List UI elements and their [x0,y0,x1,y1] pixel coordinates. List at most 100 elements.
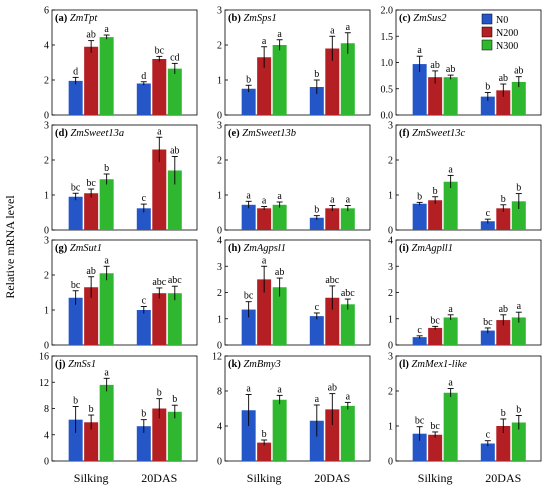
panel-title: (a) ZmTpt [55,13,98,24]
significance-letter: abc [168,275,182,286]
bar-n300-20das [340,208,355,230]
significance-letter: a [346,22,351,33]
bar-n200-20das [496,90,511,115]
bar-n0-20das [480,443,495,461]
significance-letter: b [73,396,78,407]
bar-n0-silking [412,337,427,345]
bar-n200-silking [428,77,443,115]
y-tick-label: 8 [217,387,222,398]
significance-letter: a [104,367,109,378]
gene-name: ZmAgpsl1 [243,243,286,254]
y-tick-label: 4 [388,236,393,247]
panel-letter: (c) [399,13,413,24]
panel-letter: (a) [55,13,70,24]
panel-letter: (i) [399,243,412,254]
y-tick-label: 2.0 [381,6,394,17]
y-tick-label: 2 [217,41,222,52]
y-tick-label: 0 [217,457,222,468]
y-tick-label: 0 [44,457,49,468]
significance-letter: c [142,296,147,307]
significance-letter: a [277,29,282,40]
bar-n200-silking [84,193,99,230]
bar-n200-20das [325,297,340,345]
bar-n200-silking [428,200,443,230]
bar-n300-silking [99,37,114,115]
y-tick-label: 3 [217,121,222,132]
x-category-label: 20DAS [314,471,350,485]
panel-letter: (j) [55,359,68,370]
bar-n0-silking [412,203,427,230]
bar-n0-20das [480,96,495,115]
bar-n0-20das [136,426,151,461]
y-tick-label: 1 [44,306,49,317]
panel-letter: (e) [228,128,242,139]
significance-letter: bc [86,178,96,189]
bar-n200-silking [84,422,99,461]
panel-title: (j) ZmSs1 [55,359,96,370]
bar-n0-20das [480,330,495,345]
significance-letter: a [246,384,251,395]
bar-n300-silking [99,384,114,461]
bar-n0-20das [136,83,151,115]
gene-name: ZmSps1 [243,13,276,24]
y-tick-label: 2 [44,76,49,87]
significance-letter: b [314,69,319,80]
bar-n300-20das [340,405,355,461]
significance-letter: a [346,195,351,206]
y-tick-label: 12 [212,352,222,363]
panel-letter: (d) [55,128,70,139]
significance-letter: ab [86,30,95,41]
significance-letter: a [246,190,251,201]
gene-name: ZmBmy3 [243,359,280,370]
significance-letter: b [516,405,521,416]
bar-n300-20das [167,411,182,461]
significance-letter: d [141,71,146,82]
bar-n200-20das [152,59,167,115]
panel-letter: (f) [399,128,412,139]
significance-letter: c [142,193,147,204]
panel-title: (k) ZmBmy3 [228,359,281,370]
significance-letter: b [417,191,422,202]
significance-letter: abc [152,277,166,288]
panel-frame [224,124,371,231]
bar-n300-20das [167,170,182,230]
significance-letter: a [346,391,351,402]
panel-title: (l) ZmMex1-like [399,359,467,370]
significance-letter: ab [446,64,455,75]
bar-n0-20das [136,208,151,230]
y-tick-label: 4 [44,41,49,52]
bar-n300-20das [511,422,526,461]
bar-n0-silking [68,80,83,115]
y-tick-label: 0 [44,111,49,122]
y-tick-label: 1 [217,76,222,87]
bar-n200-20das [152,408,167,461]
y-tick-label: 3 [388,121,393,132]
y-tick-label: 16 [39,352,49,363]
bar-n0-20das [309,420,324,461]
bar-n200-20das [325,48,340,115]
bar-n300-20das [511,317,526,345]
panel-letter: (b) [228,13,243,24]
y-tick-label: 2 [388,156,393,167]
gene-name: ZmMex1-like [412,359,468,370]
panel-frame [51,239,198,346]
significance-letter: abc [325,275,339,286]
panel-title: (d) ZmSweet13a [55,128,124,139]
significance-letter: bc [71,280,81,291]
panel-frame [395,124,542,231]
significance-letter: a [262,255,267,266]
legend-label-n300: N300 [496,41,518,52]
significance-letter: a [262,196,267,207]
bar-n300-20das [511,201,526,230]
gene-name: ZmSs1 [68,359,96,370]
y-tick-label: 1 [217,191,222,202]
bar-n300-20das [167,68,182,115]
significance-letter: b [485,81,490,92]
